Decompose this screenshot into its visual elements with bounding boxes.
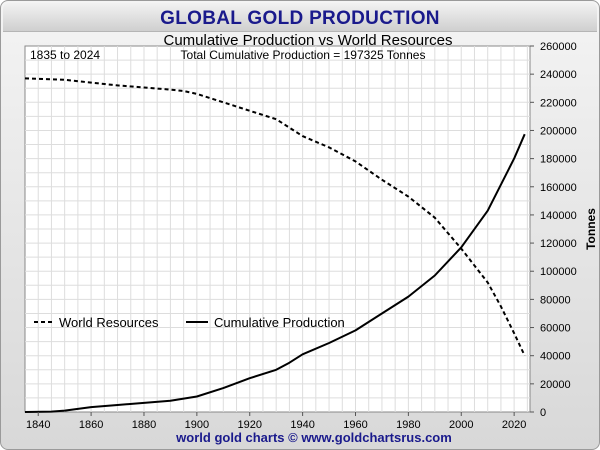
total-production-label: Total Cumulative Production = 197325 Ton… xyxy=(181,48,426,62)
y-tick-label: 140000 xyxy=(540,210,577,222)
y-tick-label: 40000 xyxy=(540,351,571,363)
legend: World Resources Cumulative Production xyxy=(34,315,345,330)
x-tick-label: 1940 xyxy=(290,419,314,431)
y-tick-label: 80000 xyxy=(540,294,571,306)
x-tick-label: 1840 xyxy=(26,419,50,431)
x-tick-label: 2000 xyxy=(449,419,473,431)
grid xyxy=(25,46,530,412)
x-tick-label: 1900 xyxy=(185,419,209,431)
legend-label-world-resources: World Resources xyxy=(59,315,159,330)
banner-title: GLOBAL GOLD PRODUCTION xyxy=(160,8,440,29)
date-range-label: 1835 to 2024 xyxy=(30,48,100,62)
y-tick-label: 120000 xyxy=(540,238,577,250)
legend-label-cumulative-production: Cumulative Production xyxy=(214,315,345,330)
y-tick-label: 100000 xyxy=(540,266,577,278)
y-tick-label: 180000 xyxy=(540,154,577,166)
x-axis: 1840 1860 1880 1900 1920 1940 1960 1980 2000 2020 xyxy=(26,412,526,431)
x-tick-label: 1920 xyxy=(237,419,261,431)
y-tick-label: 160000 xyxy=(540,182,577,194)
y-axis: 0 20000 40000 60000 80000 100000 120000 140000 1… xyxy=(530,41,577,419)
x-tick-label: 1960 xyxy=(343,419,367,431)
footer-credit: world gold charts © www.goldchartsrus.co… xyxy=(175,430,452,445)
y-tick-label: 200000 xyxy=(540,125,577,137)
series-line-world-resources xyxy=(24,77,526,357)
y-tick-label: 60000 xyxy=(540,323,571,335)
x-tick-label: 1860 xyxy=(79,419,103,431)
series-line-cumulative-production xyxy=(24,133,526,413)
x-tick-label: 1980 xyxy=(396,419,420,431)
x-tick-label: 2020 xyxy=(502,419,526,431)
y-axis-label: Tonnes xyxy=(584,208,598,250)
y-tick-label: 20000 xyxy=(540,379,571,391)
y-tick-label: 220000 xyxy=(540,97,577,109)
y-tick-label: 260000 xyxy=(540,41,577,53)
y-tick-label: 240000 xyxy=(540,69,577,81)
y-tick-label: 0 xyxy=(540,407,546,419)
banner: GLOBAL GOLD PRODUCTION xyxy=(3,3,597,32)
series-layer xyxy=(24,77,526,413)
chart-title: Cumulative Production vs World Resources xyxy=(163,32,452,49)
x-tick-label: 1880 xyxy=(132,419,156,431)
